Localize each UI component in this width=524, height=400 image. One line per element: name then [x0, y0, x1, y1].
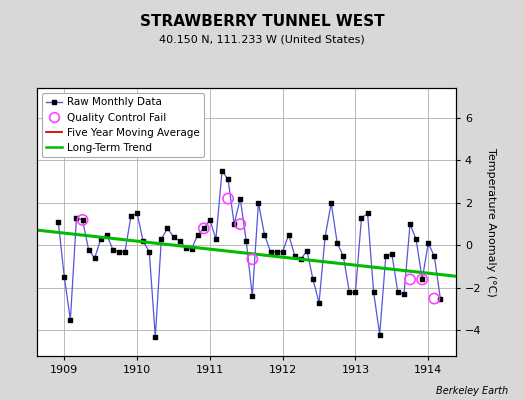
Point	[272, 248, 281, 255]
Point	[291, 253, 299, 259]
Point	[351, 289, 359, 295]
Point	[278, 248, 287, 255]
Point	[418, 276, 427, 283]
Point	[285, 232, 293, 238]
Point	[169, 234, 178, 240]
Point	[54, 219, 62, 225]
Point	[309, 276, 317, 283]
Point	[200, 225, 208, 232]
Point	[321, 234, 329, 240]
Point	[376, 332, 384, 338]
Point	[254, 200, 263, 206]
Point	[236, 196, 244, 202]
Point	[364, 210, 372, 217]
Point	[406, 276, 414, 283]
Point	[230, 221, 238, 227]
Point	[315, 300, 323, 306]
Point	[84, 246, 93, 253]
Point	[103, 232, 111, 238]
Point	[212, 236, 220, 242]
Y-axis label: Temperature Anomaly (°C): Temperature Anomaly (°C)	[486, 148, 496, 296]
Legend: Raw Monthly Data, Quality Control Fail, Five Year Moving Average, Long-Term Tren: Raw Monthly Data, Quality Control Fail, …	[42, 93, 204, 157]
Point	[79, 217, 87, 223]
Point	[357, 214, 366, 221]
Point	[394, 289, 402, 295]
Point	[200, 225, 208, 232]
Point	[400, 291, 408, 298]
Point	[206, 217, 214, 223]
Point	[176, 238, 184, 244]
Point	[133, 210, 141, 217]
Text: STRAWBERRY TUNNEL WEST: STRAWBERRY TUNNEL WEST	[140, 14, 384, 29]
Point	[369, 289, 378, 295]
Point	[248, 293, 257, 300]
Point	[224, 176, 232, 183]
Point	[157, 236, 166, 242]
Point	[193, 232, 202, 238]
Point	[333, 240, 342, 246]
Point	[248, 256, 257, 262]
Point	[242, 238, 250, 244]
Text: 40.150 N, 111.233 W (United States): 40.150 N, 111.233 W (United States)	[159, 34, 365, 44]
Point	[418, 276, 427, 283]
Point	[430, 253, 439, 259]
Point	[163, 225, 172, 232]
Point	[60, 274, 69, 280]
Point	[327, 200, 335, 206]
Point	[96, 236, 105, 242]
Point	[430, 295, 439, 302]
Point	[127, 212, 135, 219]
Point	[260, 232, 269, 238]
Point	[121, 248, 129, 255]
Point	[72, 214, 81, 221]
Point	[406, 221, 414, 227]
Point	[339, 253, 347, 259]
Point	[188, 245, 196, 252]
Point	[218, 168, 226, 174]
Point	[303, 248, 311, 254]
Point	[79, 217, 87, 223]
Point	[388, 251, 396, 257]
Point	[139, 238, 147, 244]
Point	[236, 221, 244, 227]
Text: Berkeley Earth: Berkeley Earth	[436, 386, 508, 396]
Point	[108, 246, 117, 253]
Point	[412, 236, 420, 242]
Point	[145, 248, 154, 255]
Point	[66, 317, 74, 323]
Point	[297, 256, 305, 262]
Point	[266, 248, 275, 255]
Point	[115, 248, 123, 255]
Point	[381, 253, 390, 259]
Point	[181, 244, 190, 251]
Point	[424, 240, 432, 246]
Point	[151, 334, 159, 340]
Point	[91, 255, 99, 261]
Point	[345, 289, 354, 295]
Point	[224, 196, 232, 202]
Point	[436, 295, 444, 302]
